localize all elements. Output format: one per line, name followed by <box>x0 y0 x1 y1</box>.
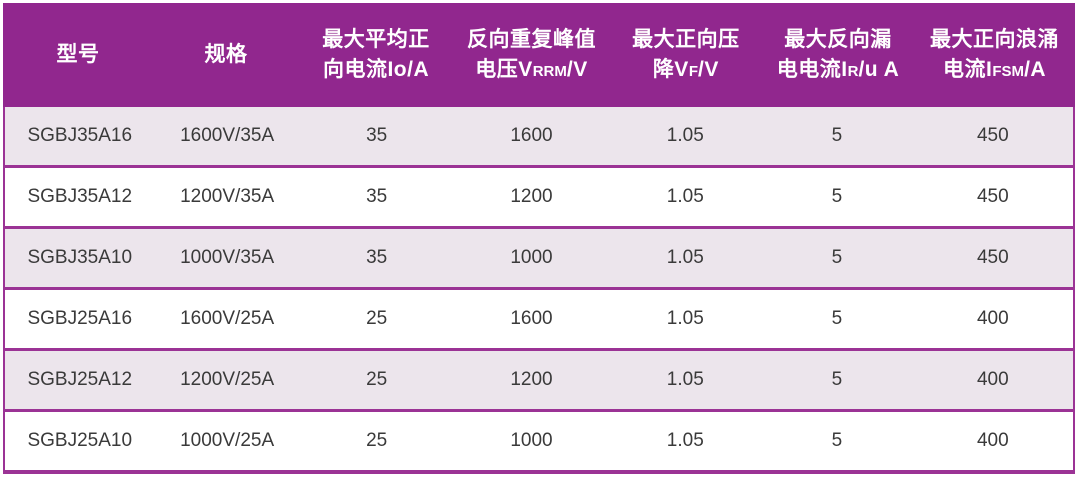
cell-vf: 1.05 <box>666 369 704 390</box>
column-header-label-line2: 电压VRRM/V <box>475 58 588 81</box>
cell-vf: 1.05 <box>666 186 704 207</box>
column-header-label: 规格 <box>204 43 248 67</box>
cell-spec: 1600V/25A <box>180 308 275 329</box>
cell-ir: 5 <box>831 369 843 390</box>
cell-vf: 1.05 <box>666 125 704 146</box>
column-header-spec: 规格 <box>153 40 299 70</box>
table-row: SGBJ25A12 1200V/25A 25 1200 1.05 5 400 <box>5 348 1073 409</box>
cell-ifsm: 400 <box>976 430 1009 451</box>
column-header-label-line2: 电电流IR/u A <box>776 58 900 81</box>
column-header-model: 型号 <box>3 40 153 70</box>
cell-ir: 5 <box>831 308 843 329</box>
column-header-label-line1: 最大正向压 <box>632 28 740 52</box>
column-header-label-line2: 向电流Io/A <box>322 58 430 81</box>
cell-spec: 1200V/35A <box>180 186 275 207</box>
cell-ifsm: 450 <box>976 247 1009 268</box>
column-header-label-line1: 最大平均正 <box>322 28 430 52</box>
cell-vrrm: 1000 <box>510 430 553 451</box>
cell-vrrm: 1600 <box>510 308 553 329</box>
column-header-avg-forward-current: 最大平均正 向电流Io/A <box>299 25 453 85</box>
column-header-label-line1: 最大反向漏 <box>784 28 892 52</box>
cell-vrrm: 1600 <box>510 125 553 146</box>
column-header-max-reverse-leakage-current: 最大反向漏 电电流IR/u A <box>762 25 914 85</box>
table-header-row: 型号 规格 最大平均正 向电流Io/A 反向重复峰值 电压VRRM/V 最大正向… <box>3 3 1075 107</box>
table-row: SGBJ35A10 1000V/35A 35 1000 1.05 5 450 <box>5 226 1073 287</box>
cell-vf: 1.05 <box>666 308 704 329</box>
cell-ir: 5 <box>831 125 843 146</box>
cell-model: SGBJ25A10 <box>27 430 133 451</box>
cell-io: 25 <box>366 308 388 329</box>
cell-spec: 1600V/35A <box>180 125 275 146</box>
cell-vf: 1.05 <box>666 430 704 451</box>
cell-ifsm: 400 <box>976 369 1009 390</box>
cell-vrrm: 1200 <box>510 186 553 207</box>
table-row: SGBJ35A12 1200V/35A 35 1200 1.05 5 450 <box>5 165 1073 226</box>
cell-ifsm: 450 <box>976 186 1009 207</box>
cell-spec: 1000V/35A <box>180 247 275 268</box>
table-row: SGBJ25A16 1600V/25A 25 1600 1.05 5 400 <box>5 287 1073 348</box>
cell-ifsm: 450 <box>976 125 1009 146</box>
cell-vrrm: 1000 <box>510 247 553 268</box>
column-header-label: 型号 <box>56 43 100 67</box>
cell-spec: 1000V/25A <box>180 430 275 451</box>
table-body: SGBJ35A16 1600V/35A 35 1600 1.05 5 450 S… <box>3 107 1075 474</box>
cell-model: SGBJ25A16 <box>27 308 133 329</box>
column-header-label-line2: 电流IFSM/A <box>943 58 1047 81</box>
column-header-label-line2: 降VF/V <box>652 58 719 81</box>
cell-ir: 5 <box>831 186 843 207</box>
column-header-repetitive-peak-reverse-voltage: 反向重复峰值 电压VRRM/V <box>453 25 610 85</box>
cell-ifsm: 400 <box>976 308 1009 329</box>
diode-spec-table: 型号 规格 最大平均正 向电流Io/A 反向重复峰值 电压VRRM/V 最大正向… <box>3 3 1075 474</box>
cell-spec: 1200V/25A <box>180 369 275 390</box>
column-header-max-forward-surge-current: 最大正向浪涌 电流IFSM/A <box>914 25 1075 85</box>
cell-io: 25 <box>366 430 388 451</box>
table-row: SGBJ25A10 1000V/25A 25 1000 1.05 5 400 <box>5 409 1073 470</box>
column-header-label-line1: 最大正向浪涌 <box>930 28 1060 52</box>
cell-model: SGBJ35A10 <box>27 247 133 268</box>
cell-vrrm: 1200 <box>510 369 553 390</box>
cell-io: 35 <box>366 186 388 207</box>
cell-model: SGBJ35A12 <box>27 186 133 207</box>
cell-io: 35 <box>366 247 388 268</box>
cell-ir: 5 <box>831 247 843 268</box>
column-header-max-forward-voltage-drop: 最大正向压 降VF/V <box>610 25 762 85</box>
cell-model: SGBJ25A12 <box>27 369 133 390</box>
cell-model: SGBJ35A16 <box>27 125 133 146</box>
table-row: SGBJ35A16 1600V/35A 35 1600 1.05 5 450 <box>5 107 1073 165</box>
cell-vf: 1.05 <box>666 247 704 268</box>
column-header-label-line1: 反向重复峰值 <box>466 28 596 52</box>
cell-io: 25 <box>366 369 388 390</box>
cell-ir: 5 <box>831 430 843 451</box>
cell-io: 35 <box>366 125 388 146</box>
